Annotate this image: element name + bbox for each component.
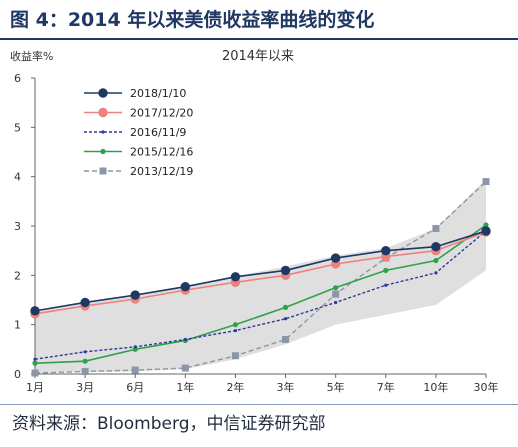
data-point (482, 178, 490, 186)
title-divider (0, 38, 518, 40)
data-point (99, 167, 107, 175)
data-point (31, 369, 39, 377)
legend-item: 2016/11/9 (84, 126, 186, 139)
data-point (431, 242, 441, 252)
data-point (334, 300, 338, 305)
data-point (383, 267, 389, 273)
data-point (131, 366, 139, 374)
source-note: 资料来源：Bloomberg，中信证券研究部 (12, 414, 326, 434)
data-point (332, 290, 340, 298)
figure-title: 图 4：2014 年以来美债收益率曲线的变化 (10, 9, 375, 31)
y-tick-label: 2 (14, 269, 21, 282)
y-tick-label: 1 (14, 319, 21, 332)
range-band (35, 179, 486, 374)
data-point (133, 345, 137, 349)
legend-label: 2017/12/20 (130, 107, 193, 120)
data-point (30, 306, 40, 316)
data-point (381, 245, 391, 256)
data-point (98, 107, 108, 118)
y-axis-label: 收益率% (10, 49, 53, 63)
y-tick-label: 3 (14, 220, 21, 233)
series-2016-11-9 (33, 229, 488, 361)
data-point (181, 364, 189, 372)
data-point (231, 352, 239, 360)
data-point (81, 368, 89, 376)
data-point (83, 350, 87, 354)
data-point (283, 317, 288, 321)
data-point (384, 283, 388, 287)
data-point (282, 335, 290, 343)
x-tick-label: 6月 (126, 381, 144, 394)
y-tick-label: 6 (14, 72, 21, 85)
x-tick-label: 7年 (377, 380, 395, 394)
data-point (130, 290, 140, 300)
x-tick-label: 3月 (76, 381, 94, 394)
data-point (183, 337, 187, 342)
data-point (282, 304, 289, 310)
series-2013-12-19 (31, 178, 490, 377)
legend-label: 2018/1/10 (130, 87, 186, 100)
data-point (132, 346, 138, 352)
data-point (483, 222, 489, 228)
data-point (32, 360, 38, 366)
y-tick-label: 4 (14, 171, 21, 184)
data-point (333, 285, 339, 291)
legend-item: 2018/1/10 (84, 87, 186, 100)
y-tick-label: 0 (14, 368, 21, 381)
legend-item: 2017/12/20 (84, 107, 193, 120)
x-tick-label: 10年 (423, 380, 448, 394)
legend-item: 2013/12/19 (84, 165, 193, 178)
y-tick-label: 5 (14, 121, 21, 134)
footer-divider (0, 404, 518, 405)
data-point (98, 88, 108, 98)
data-point (432, 224, 440, 232)
data-point (233, 328, 238, 333)
data-point (100, 148, 106, 155)
data-point (280, 265, 291, 276)
x-tick-label: 3年 (277, 380, 295, 394)
x-tick-label: 30年 (474, 380, 499, 394)
series-line (34, 230, 487, 312)
series-2015-12-16 (32, 222, 489, 366)
data-point (82, 358, 88, 364)
series-line (34, 230, 487, 360)
x-tick-label: 2年 (226, 380, 244, 394)
data-point (180, 281, 191, 292)
x-tick-label: 1月 (26, 381, 44, 394)
series-line (34, 181, 487, 374)
data-point (434, 271, 438, 275)
data-point (80, 297, 90, 308)
series-line (34, 231, 487, 315)
legend-label: 2015/12/16 (130, 146, 193, 159)
data-point (232, 322, 239, 328)
x-tick-label: 5年 (327, 380, 345, 394)
legend-item: 2015/12/16 (84, 146, 193, 159)
legend-label: 2016/11/9 (130, 126, 186, 139)
series-line (34, 224, 487, 364)
data-point (481, 226, 491, 236)
data-point (33, 357, 37, 361)
series-2018-1-10 (30, 226, 491, 316)
data-point (101, 130, 105, 134)
legend-label: 2013/12/19 (130, 165, 193, 178)
yield-curve-chart: 0 1 2 3 4 5 6 1月 3月 6月 1年 2年 3年 5年 7年 10年 30年 2018/1/10 2… (10, 49, 499, 394)
data-point (433, 257, 439, 264)
x-tick-label: 1年 (176, 380, 194, 394)
chart-title: 2014年以来 (222, 49, 294, 64)
data-point (330, 253, 341, 263)
data-point (230, 272, 241, 282)
